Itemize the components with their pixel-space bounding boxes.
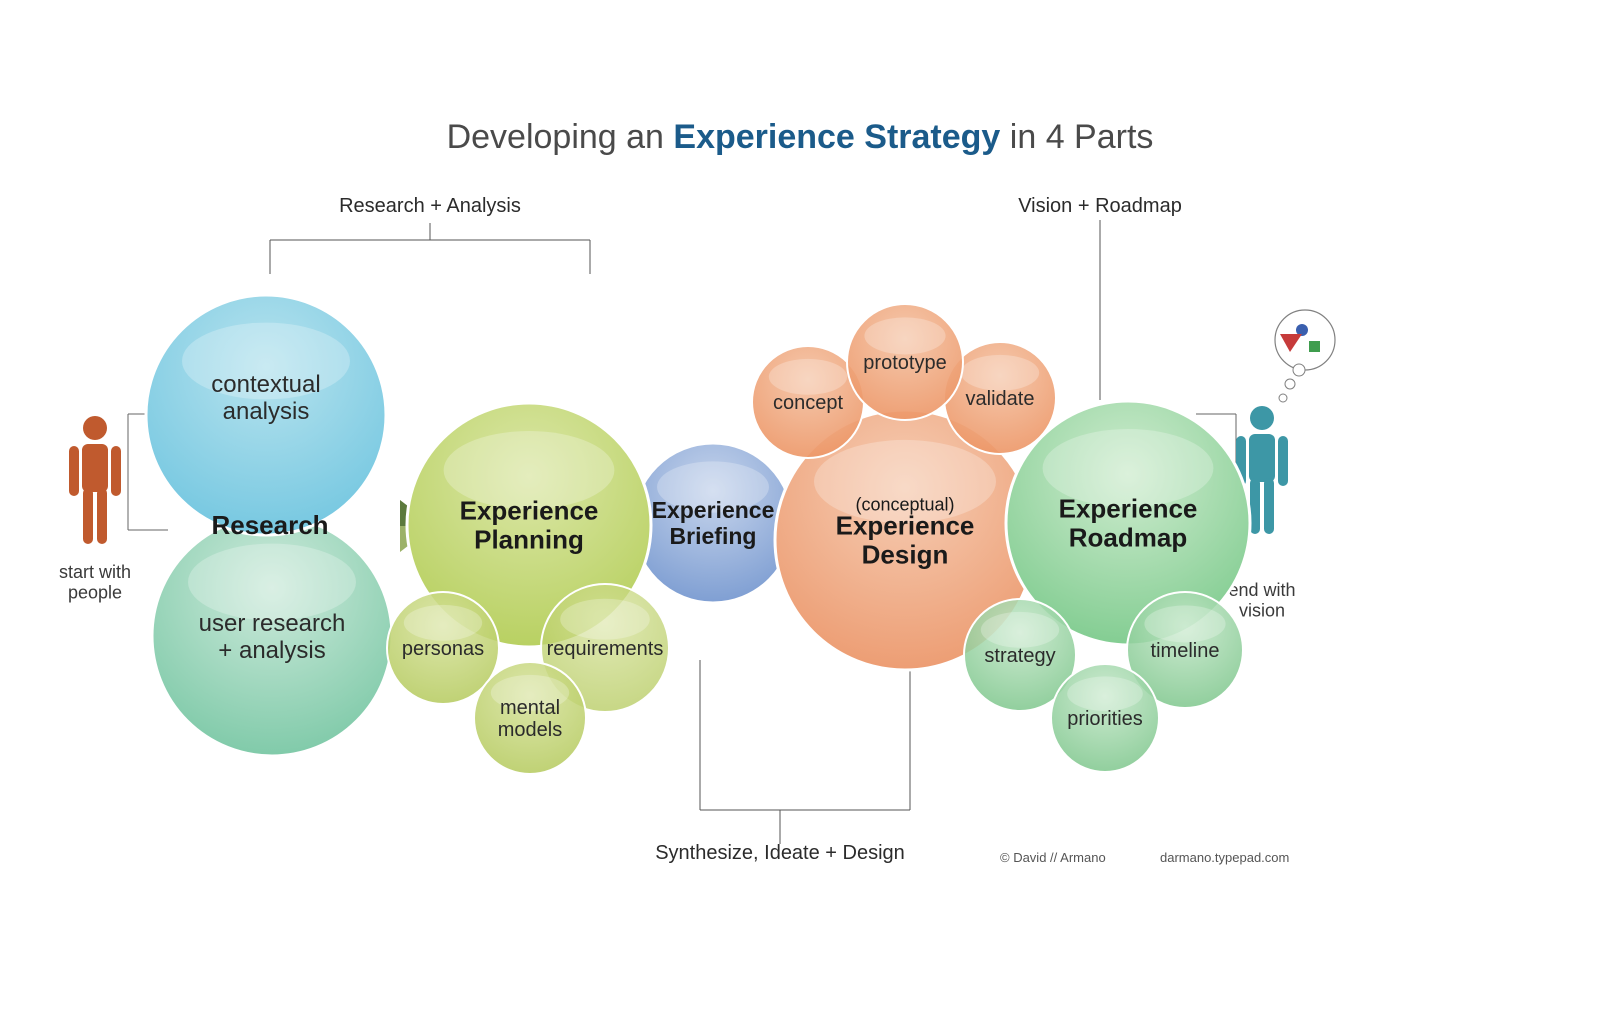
bubble-label-validate-0: validate [966, 388, 1035, 410]
thought-dot-2 [1293, 364, 1305, 376]
bubble-highlight-validate [961, 355, 1039, 391]
svg-layer: start withpeople end withvision user rese… [0, 0, 1600, 1035]
bubble-highlight-concept [769, 359, 847, 395]
bubble-label-userresearch-0: user research [199, 610, 346, 637]
bubble-label-concept-0: concept [773, 392, 843, 414]
bubble-highlight-priorities [1067, 676, 1143, 711]
bubble-label-planning-0: Experience [460, 496, 599, 526]
bubble-label-strategy-0: strategy [984, 645, 1055, 667]
bubble-label-mental-1: models [498, 719, 562, 741]
bubble-label-priorities-0: priorities [1067, 708, 1143, 730]
thought-shape-square-icon [1309, 341, 1320, 352]
credit-url: darmano.typepad.com [1160, 850, 1289, 865]
credit-author: © David // Armano [1000, 850, 1106, 865]
bubble-highlight-personas [404, 605, 482, 641]
bubble-label-contextual-0: contextual [211, 371, 320, 398]
bubble-highlight-prototype [864, 317, 945, 354]
person-end-label-1: vision [1239, 601, 1285, 621]
person-start-icon: start withpeople [59, 416, 131, 603]
bubble-label-design-1: Experience [836, 511, 975, 541]
thought-dot-0 [1279, 394, 1287, 402]
bracket-label-research-analysis: Research + Analysis [280, 195, 580, 218]
bracket-label-synthesize: Synthesize, Ideate + Design [630, 842, 930, 865]
bubble-label-research: Research [211, 510, 328, 540]
bubble-label-timeline-0: timeline [1151, 640, 1220, 662]
bubble-highlight-timeline [1144, 605, 1225, 642]
bubble-label-planning-1: Planning [474, 525, 584, 555]
thought-dot-1 [1285, 379, 1295, 389]
bubble-label-mental-0: mental [500, 697, 560, 719]
person-start-label-0: start with [59, 562, 131, 582]
thought-bubble [1275, 310, 1335, 402]
bubble-highlight-requirements [560, 599, 650, 640]
bubble-label-contextual-1: analysis [223, 398, 310, 425]
bubble-label-briefing-1: Briefing [670, 523, 757, 549]
bubble-label-requirements-0: requirements [547, 638, 664, 660]
bubble-label-personas-0: personas [402, 638, 484, 660]
bubble-label-roadmap-1: Roadmap [1069, 523, 1187, 553]
bubble-highlight-userresearch [188, 544, 356, 621]
bubble-label-userresearch-1: + analysis [218, 637, 325, 664]
bubble-label-roadmap-0: Experience [1059, 494, 1198, 524]
person-end-label-0: end with [1228, 580, 1295, 600]
bubble-label-design-2: Design [862, 540, 949, 570]
diagram-stage: Developing an Experience Strategy in 4 P… [0, 0, 1600, 1035]
bubble-label-prototype-0: prototype [863, 352, 946, 374]
bracket-label-vision-roadmap: Vision + Roadmap [950, 195, 1250, 218]
person-start-label-1: people [68, 583, 122, 603]
bubble-highlight-strategy [981, 612, 1059, 648]
bubble-label-briefing-0: Experience [652, 497, 775, 523]
